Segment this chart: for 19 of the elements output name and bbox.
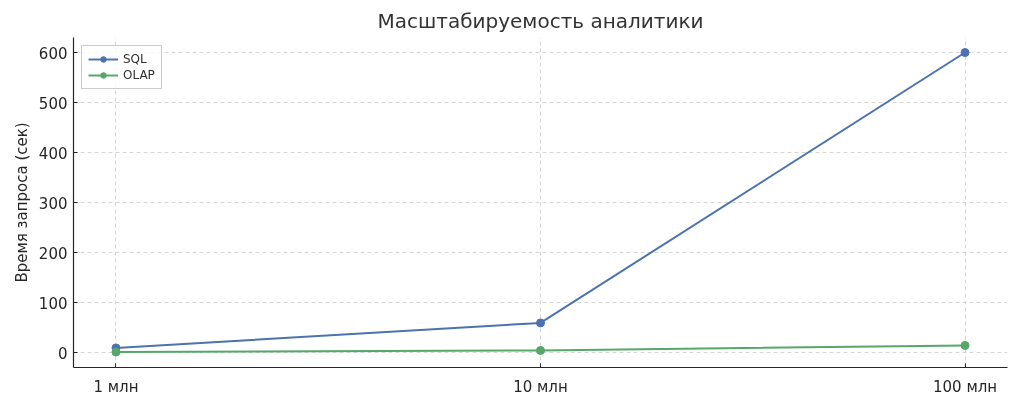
point <box>960 48 970 58</box>
y-tick-label: 200 <box>38 244 68 263</box>
point <box>536 345 545 355</box>
y-tick-label: 300 <box>38 194 68 213</box>
point <box>111 347 121 357</box>
point <box>960 340 970 350</box>
x-tick-label: 1 млн <box>93 377 139 396</box>
legend-label: SQL <box>123 52 147 66</box>
x-tick-label: 10 млн <box>513 377 568 396</box>
y-tick-label: 400 <box>38 144 68 163</box>
chart-title: Масштабируемость аналитики <box>377 8 704 33</box>
y-axis-title: Время запроса (сек) <box>12 122 31 283</box>
y-tick-label: 0 <box>57 344 68 363</box>
x-tick-label: 100 млн <box>932 377 998 396</box>
y-tick-label: 600 <box>38 44 68 63</box>
y-tick-label: 500 <box>38 94 68 113</box>
legend-label: OLAP <box>123 68 155 82</box>
y-tick-label: 100 <box>38 294 68 313</box>
point <box>536 318 545 328</box>
